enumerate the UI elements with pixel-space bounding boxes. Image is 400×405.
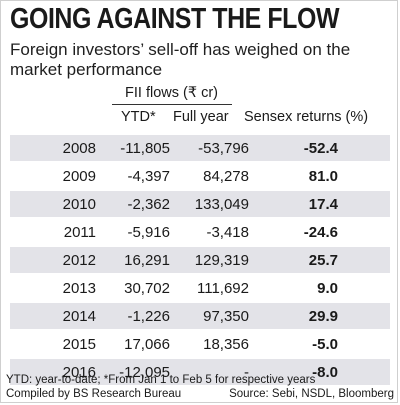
- row-ytd-value: -12,095: [119, 364, 170, 381]
- chart-title: GOING AGAINST THE FLOW: [10, 3, 340, 35]
- row-year: 2011: [63, 224, 96, 241]
- row-sensex-value: 29.9: [308, 308, 338, 325]
- row-year: 2015: [62, 336, 96, 353]
- table-row: 2008 -11,805 -53,796 -52.4: [10, 135, 390, 161]
- row-full-year-value: -53,796: [198, 140, 249, 157]
- row-ytd-value: 17,066: [124, 336, 170, 353]
- row-year: 2008: [62, 140, 96, 157]
- row-full-year-value: -: [244, 364, 249, 381]
- row-full-year-value: 97,350: [203, 308, 249, 325]
- table-row: 2010 -2,362 133,049 17.4: [10, 191, 390, 217]
- row-year: 2013: [62, 280, 96, 297]
- row-year: 2014: [62, 308, 96, 325]
- row-sensex-value: 25.7: [308, 252, 338, 269]
- table-row: 2014 -1,226 97,350 29.9: [10, 303, 390, 329]
- table-row: 2011 -5,916 -3,418 -24.6: [10, 219, 390, 245]
- data-table-body: 2008 -11,805 -53,796 -52.4 2009 -4,397 84,278 8…: [10, 135, 390, 387]
- row-ytd-value: 16,291: [124, 252, 170, 269]
- row-sensex-value: -24.6: [303, 224, 338, 241]
- row-ytd-value: -11,805: [120, 140, 170, 157]
- row-full-year-value: 129,319: [194, 252, 249, 269]
- row-full-year-value: 133,049: [194, 196, 249, 213]
- table-row: 2012 16,291 129,319 25.7: [10, 247, 390, 273]
- row-sensex-value: 17.4: [308, 196, 338, 213]
- footnote: YTD: year-to-date; *From Jan 1 to Feb 5 …: [6, 374, 316, 386]
- column-header-ytd: YTD*: [121, 109, 156, 125]
- chart-subtitle: Foreign investors’ sell-off has weighed …: [10, 40, 351, 79]
- row-ytd-value: -1,226: [127, 308, 170, 325]
- row-sensex-value: 81.0: [308, 168, 338, 185]
- table-row: 2013 30,702 111,692 9.0: [10, 275, 390, 301]
- row-sensex-value: -8.0: [312, 364, 338, 381]
- column-group-underline: [112, 104, 232, 105]
- column-header-sensex-returns: Sensex returns (%): [244, 109, 369, 125]
- table-row: 2015 17,066 18,356 -5.0: [10, 331, 390, 357]
- row-full-year-value: 84,278: [203, 168, 249, 185]
- table-row: 2016 -12,095 - -8.0: [10, 359, 390, 385]
- row-year: 2009: [62, 168, 96, 185]
- row-sensex-value: 9.0: [317, 280, 338, 297]
- row-full-year-value: 111,692: [197, 280, 249, 297]
- column-group-header: FII flows (₹ cr): [125, 85, 218, 101]
- table-row: 2009 -4,397 84,278 81.0: [10, 163, 390, 189]
- row-ytd-value: -5,916: [127, 224, 170, 241]
- row-year: 2012: [62, 252, 96, 269]
- row-full-year-value: -3,418: [206, 224, 249, 241]
- row-ytd-value: -2,362: [127, 196, 170, 213]
- row-year: 2010: [62, 196, 96, 213]
- credit-line: Compiled by BS Research Bureau: [6, 388, 182, 400]
- row-sensex-value: -52.4: [303, 140, 338, 157]
- row-year: 2016: [62, 364, 96, 381]
- source-line: Source: Sebi, NSDL, Bloomberg: [229, 388, 394, 400]
- row-ytd-value: 30,702: [124, 280, 170, 297]
- row-ytd-value: -4,397: [127, 168, 170, 185]
- column-header-full-year: Full year: [173, 109, 229, 125]
- row-sensex-value: -5.0: [312, 336, 338, 353]
- row-full-year-value: 18,356: [203, 336, 249, 353]
